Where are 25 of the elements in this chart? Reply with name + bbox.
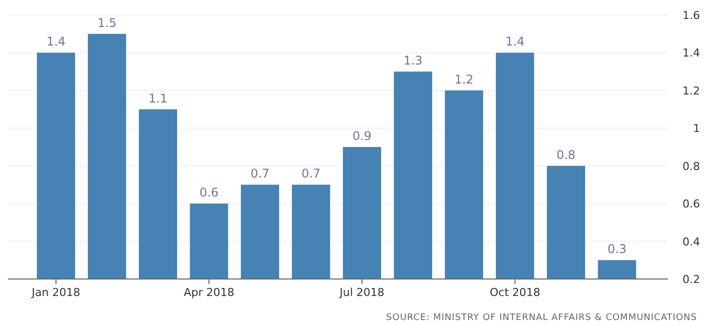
y-tick-label: 0.8 [682, 160, 700, 173]
data-label: 1.1 [148, 91, 168, 106]
x-tick-label: Jul 2018 [338, 286, 384, 299]
data-label: 0.3 [607, 242, 627, 256]
data-label: 0.8 [556, 148, 576, 162]
y-tick-label: 1.6 [682, 9, 700, 22]
data-label: 1.3 [403, 54, 423, 68]
data-label: 0.7 [301, 166, 321, 181]
source-note: SOURCE: MINISTRY OF INTERNAL AFFAIRS & COMMUNICATIONS [386, 313, 697, 323]
x-tick-label: Apr 2018 [184, 286, 234, 299]
y-tick-label: 0.6 [682, 198, 700, 211]
data-label: 0.6 [199, 186, 219, 200]
data-label: 1.2 [454, 72, 474, 86]
data-label: 0.9 [352, 129, 372, 143]
y-tick-label: 0.4 [682, 235, 700, 248]
y-tick-label: 1 [693, 122, 700, 136]
x-tick-label: Jan 2018 [30, 286, 80, 299]
data-label: 1.5 [97, 16, 117, 30]
data-label: 1.4 [505, 34, 525, 49]
y-tick-label: 1.2 [682, 84, 700, 98]
x-tick-label: Oct 2018 [490, 286, 540, 299]
y-tick-label: 1.4 [682, 46, 700, 60]
y-tick-label: 0.2 [682, 273, 700, 286]
data-label: 1.4 [46, 34, 66, 49]
data-label: 0.7 [250, 166, 270, 181]
